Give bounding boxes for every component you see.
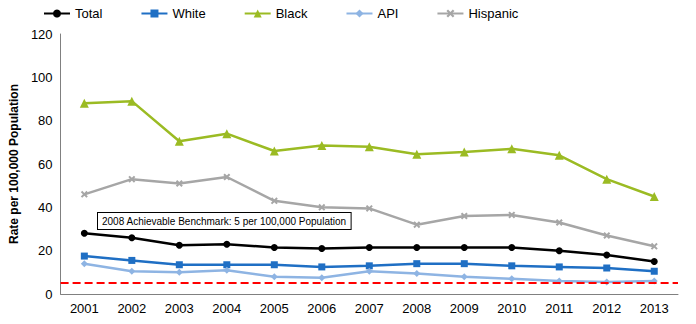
svg-text:2005: 2005: [260, 301, 289, 316]
svg-text:2008 Achievable Benchmark: 5 p: 2008 Achievable Benchmark: 5 per 100,000…: [102, 216, 346, 227]
svg-text:60: 60: [38, 157, 52, 172]
svg-text:120: 120: [31, 27, 53, 42]
svg-text:20: 20: [38, 243, 52, 258]
svg-text:White: White: [172, 6, 205, 21]
svg-text:Total: Total: [75, 6, 103, 21]
svg-text:API: API: [377, 6, 398, 21]
svg-text:2006: 2006: [307, 301, 336, 316]
svg-text:2013: 2013: [640, 301, 669, 316]
svg-text:2011: 2011: [545, 301, 573, 316]
svg-text:2012: 2012: [592, 301, 621, 316]
svg-text:2008: 2008: [402, 301, 431, 316]
svg-text:2007: 2007: [355, 301, 384, 316]
svg-text:Rate per 100,000 Population: Rate per 100,000 Population: [7, 84, 21, 244]
svg-text:100: 100: [31, 70, 53, 85]
svg-text:2001: 2001: [70, 301, 99, 316]
svg-text:80: 80: [38, 113, 52, 128]
svg-text:2003: 2003: [165, 301, 194, 316]
svg-text:Black: Black: [276, 6, 308, 21]
svg-text:Hispanic: Hispanic: [468, 6, 518, 21]
svg-text:0: 0: [45, 287, 52, 302]
svg-text:2002: 2002: [117, 301, 146, 316]
svg-text:2009: 2009: [450, 301, 479, 316]
svg-text:2004: 2004: [212, 301, 241, 316]
svg-text:2010: 2010: [497, 301, 526, 316]
svg-text:40: 40: [38, 200, 52, 215]
